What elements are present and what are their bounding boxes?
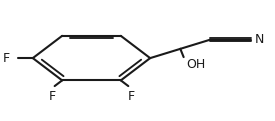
Text: F: F — [128, 90, 134, 103]
Text: N: N — [255, 33, 265, 46]
Text: F: F — [2, 52, 10, 65]
Text: OH: OH — [186, 58, 206, 71]
Text: F: F — [48, 90, 56, 103]
